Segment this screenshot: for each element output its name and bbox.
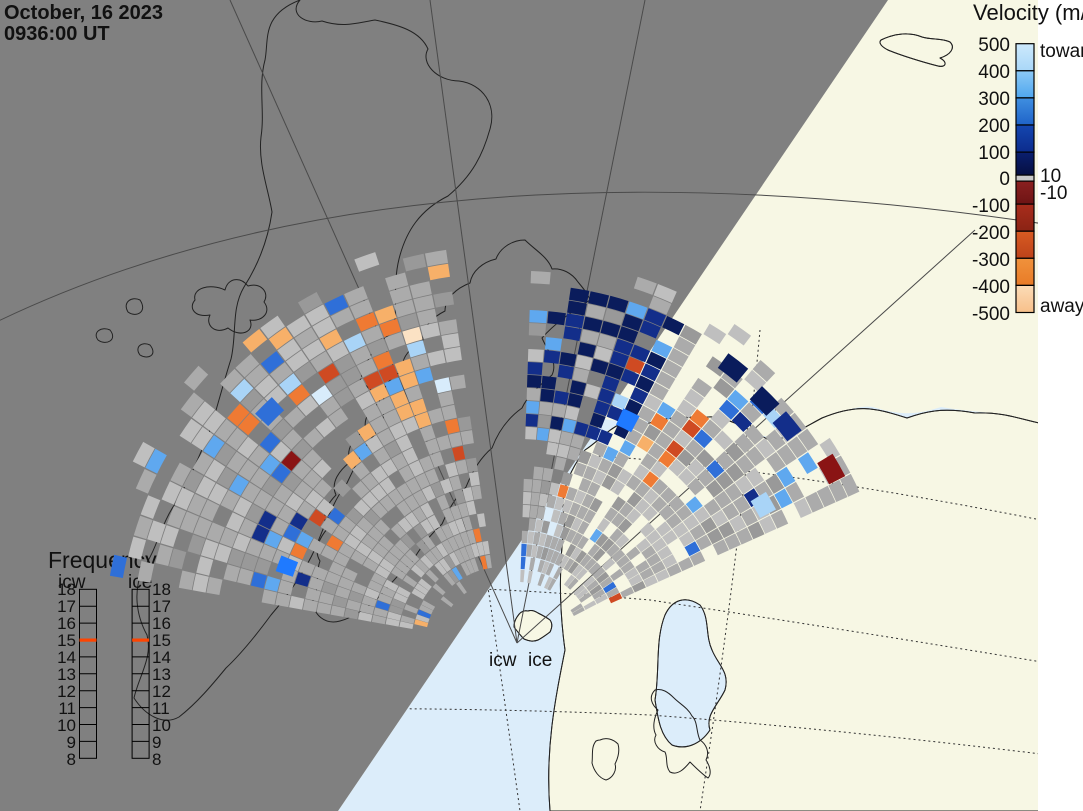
svg-text:0: 0 <box>999 169 1010 190</box>
svg-text:-300: -300 <box>972 250 1010 271</box>
svg-text:ice: ice <box>528 650 552 671</box>
svg-text:-200: -200 <box>972 223 1010 244</box>
svg-text:0936:00 UT: 0936:00 UT <box>4 23 110 45</box>
svg-text:toward: toward <box>1040 41 1083 62</box>
svg-text:8: 8 <box>152 750 161 769</box>
svg-text:Velocity (m/s): Velocity (m/s) <box>973 0 1083 25</box>
svg-text:-100: -100 <box>972 196 1010 217</box>
svg-text:8: 8 <box>67 750 76 769</box>
svg-text:-400: -400 <box>972 277 1010 298</box>
svg-text:October, 16 2023: October, 16 2023 <box>4 2 163 24</box>
svg-text:300: 300 <box>978 89 1010 110</box>
svg-text:400: 400 <box>978 62 1010 83</box>
svg-text:500: 500 <box>978 35 1010 56</box>
svg-text:-500: -500 <box>972 304 1010 325</box>
svg-text:200: 200 <box>978 116 1010 137</box>
svg-text:-10: -10 <box>1040 183 1067 204</box>
svg-text:100: 100 <box>978 143 1010 164</box>
svg-text:away: away <box>1040 296 1083 317</box>
svg-text:icw: icw <box>489 650 517 671</box>
